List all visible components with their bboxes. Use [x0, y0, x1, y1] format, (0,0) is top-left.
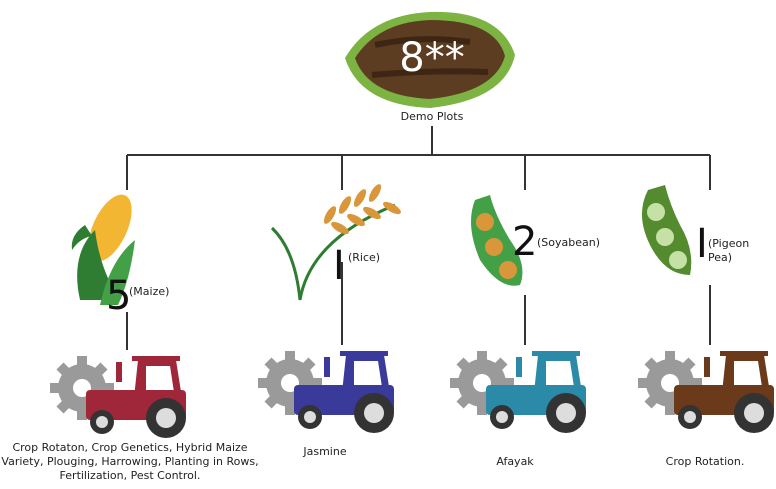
- crop-count: 2: [512, 219, 538, 265]
- tractor: [638, 351, 774, 433]
- crop-count: I: [333, 243, 345, 289]
- rice-icon: [270, 184, 401, 301]
- plot-count: 8**: [399, 35, 465, 81]
- crop-count: I: [696, 221, 708, 267]
- tractor: [450, 351, 586, 433]
- practices: Crop Rotation.: [665, 455, 745, 468]
- crop-count: 5: [106, 273, 132, 319]
- pigeon-pea-icon: [641, 185, 692, 275]
- crop-name: (Soyabean): [537, 236, 601, 249]
- crop-name: (Rice): [348, 251, 381, 264]
- plot-label: Demo Plots: [400, 110, 464, 123]
- soil-plot: [345, 11, 515, 108]
- soybean-icon: [471, 195, 523, 286]
- tractor: [50, 356, 186, 438]
- crop-name: (Pigeon Pea): [708, 237, 750, 264]
- practices: Crop Rotaton, Crop Genetics, Hybrid Maiz…: [1, 441, 259, 482]
- practices: Jasmine: [303, 445, 347, 458]
- tractor: [258, 351, 394, 433]
- maize-icon: [71, 194, 135, 305]
- connectors: [126, 126, 711, 350]
- crop-name: (Maize): [129, 285, 170, 298]
- practices: Afayak: [496, 455, 534, 468]
